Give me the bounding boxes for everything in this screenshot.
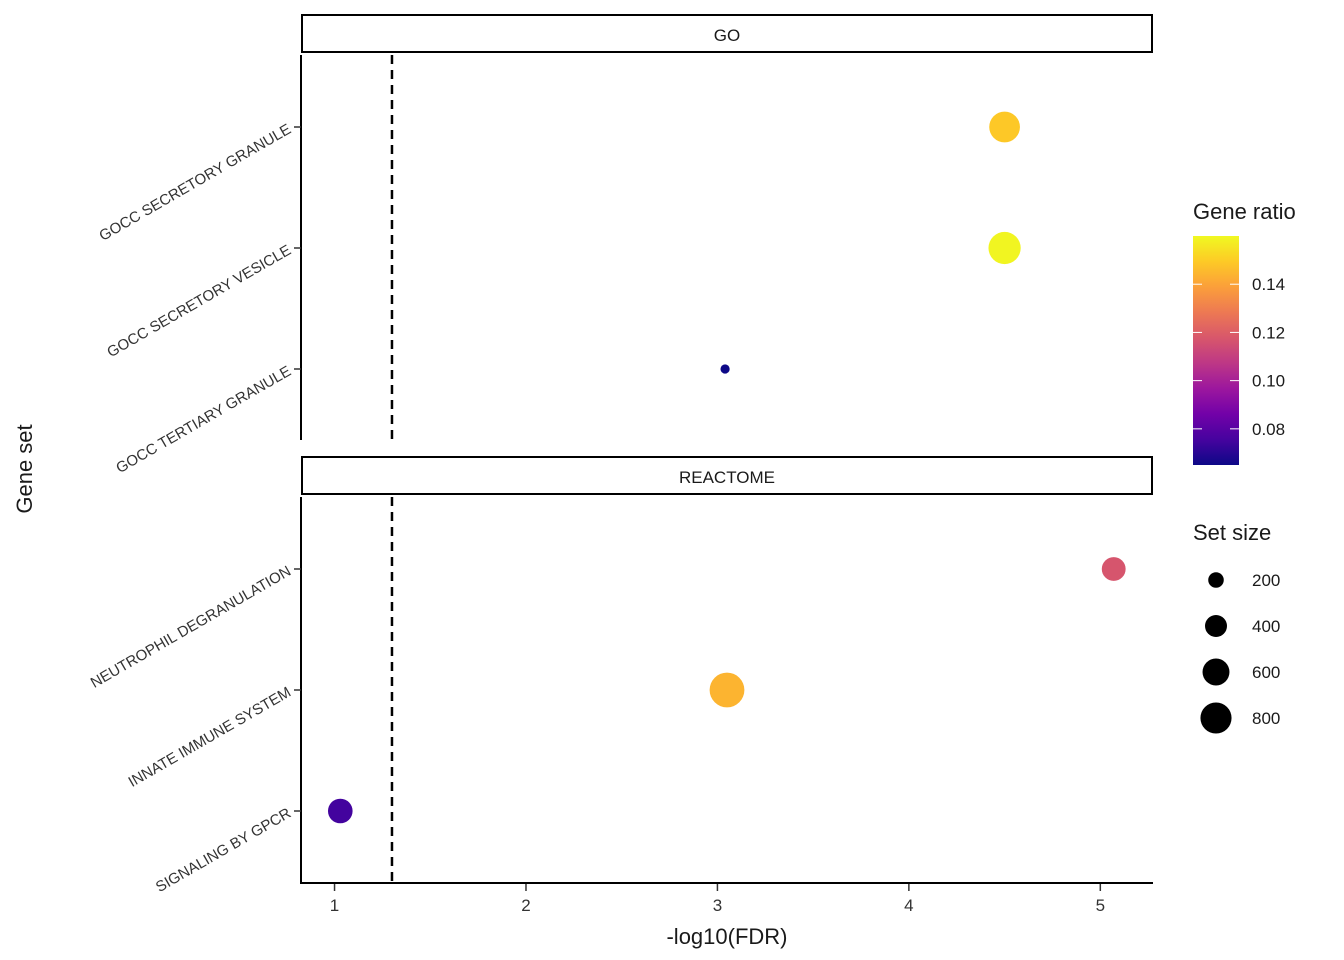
- size-key-label: 600: [1252, 663, 1280, 682]
- size-key-label: 400: [1252, 617, 1280, 636]
- size-key-dot: [1200, 702, 1232, 734]
- size-key-label: 800: [1252, 709, 1280, 728]
- strip-label-go: GO: [714, 26, 740, 45]
- x-axis-ticks: 1 2 3 4 5: [330, 884, 1105, 915]
- size-key-dot: [1208, 572, 1224, 588]
- size-legend: Set size 200 400 600 800: [1193, 520, 1280, 734]
- colorbar: [1193, 236, 1239, 465]
- y-category-go-0: GOCC SECRETORY GRANULE: [96, 121, 301, 245]
- point-innate-immune-system: [709, 672, 745, 708]
- x-tick-label: 5: [1096, 896, 1105, 915]
- y-category-reactome-0: NEUTROPHIL DEGRANULATION: [88, 563, 301, 692]
- y-tick-label: SIGNALING BY GPCR: [153, 805, 294, 896]
- facet-strip-go: GO: [301, 14, 1153, 53]
- y-category-reactome-1: INNATE IMMUNE SYSTEM: [126, 684, 301, 791]
- y-tick-label: GOCC TERTIARY GRANULE: [113, 363, 294, 477]
- y-category-go-2: GOCC TERTIARY GRANULE: [113, 363, 301, 477]
- color-legend-title: Gene ratio: [1193, 199, 1296, 224]
- point-gocc-tertiary-granule: [720, 364, 730, 374]
- colorbar-ticks: 0.08 0.10 0.12 0.14: [1193, 275, 1285, 439]
- strip-label-reactome: REACTOME: [679, 468, 775, 487]
- strip-box-go: [301, 14, 1153, 53]
- colorbar-tick-label: 0.12: [1252, 323, 1285, 342]
- y-tick-label: GOCC SECRETORY GRANULE: [96, 121, 294, 245]
- size-legend-keys: 200 400 600 800: [1200, 571, 1280, 734]
- x-tick-label: 3: [713, 896, 722, 915]
- point-signaling-by-gpcr: [327, 798, 353, 824]
- strip-box-reactome: [301, 456, 1153, 495]
- colorbar-tick-label: 0.08: [1252, 420, 1285, 439]
- x-axis-title: -log10(FDR): [666, 924, 787, 949]
- x-tick-label: 2: [521, 896, 530, 915]
- colorbar-tick-label: 0.14: [1252, 275, 1285, 294]
- colorbar-tick-label: 0.10: [1252, 372, 1285, 391]
- point-gocc-secretory-vesicle: [988, 231, 1021, 265]
- y-axis-title: Gene set: [12, 424, 37, 513]
- facet-strip-reactome: REACTOME: [301, 456, 1153, 495]
- y-tick-label: INNATE IMMUNE SYSTEM: [126, 684, 294, 791]
- y-tick-label: NEUTROPHIL DEGRANULATION: [88, 563, 294, 692]
- size-legend-title: Set size: [1193, 520, 1271, 545]
- size-key-label: 200: [1252, 571, 1280, 590]
- size-key-dot: [1205, 615, 1227, 637]
- color-legend: Gene ratio 0.08 0.10 0.12 0.14: [1193, 199, 1296, 465]
- x-tick-label: 1: [330, 896, 339, 915]
- point-neutrophil-degranulation: [1101, 557, 1126, 581]
- y-category-go-1: GOCC SECRETORY VESICLE: [104, 242, 301, 361]
- y-category-reactome-2: SIGNALING BY GPCR: [153, 805, 301, 896]
- y-tick-label: GOCC SECRETORY VESICLE: [104, 242, 294, 361]
- point-gocc-secretory-granule: [989, 111, 1020, 143]
- size-key-dot: [1202, 658, 1230, 686]
- data-points: [327, 111, 1126, 824]
- x-tick-label: 4: [904, 896, 913, 915]
